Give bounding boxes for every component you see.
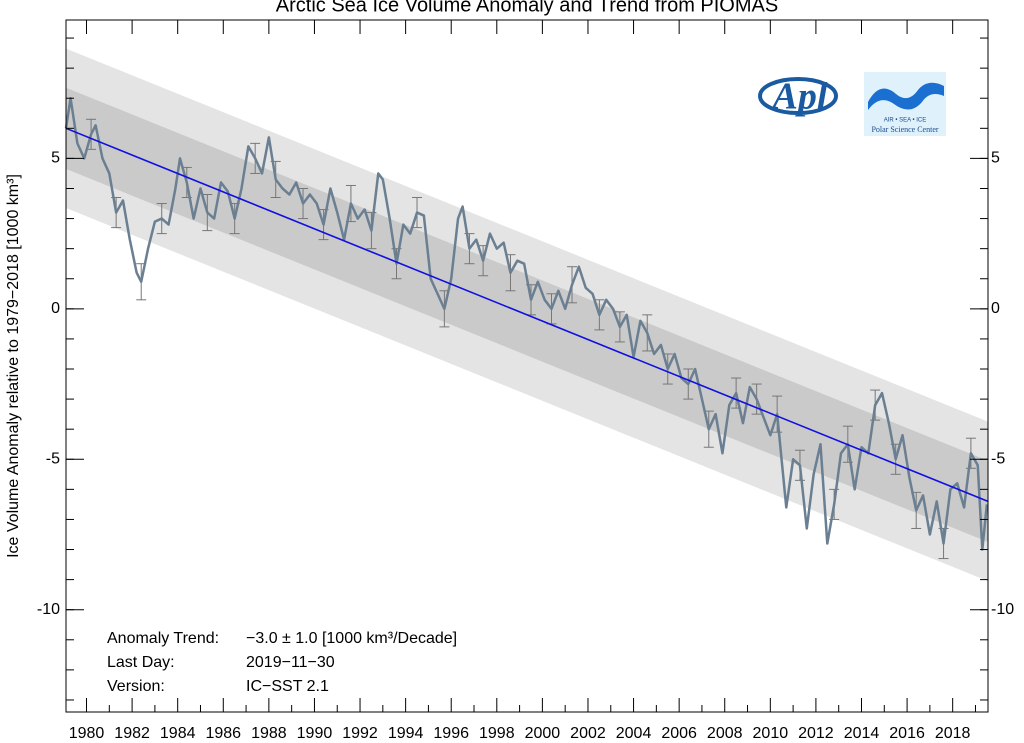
x-tick-label: 2004 bbox=[616, 725, 652, 742]
x-tick-label: 1986 bbox=[205, 725, 241, 742]
psc-logo: AIR • SEA • ICE Polar Science Center bbox=[864, 72, 946, 136]
x-tick-label: 2000 bbox=[525, 725, 561, 742]
x-tick-label: 2016 bbox=[889, 725, 925, 742]
trend-line bbox=[65, 127, 989, 503]
annotation: Version: bbox=[107, 678, 165, 695]
x-tick-label: 2006 bbox=[661, 725, 697, 742]
x-tick-label: 1992 bbox=[342, 725, 378, 742]
y-tick-label: 5 bbox=[51, 150, 60, 167]
x-tick-label: 2010 bbox=[753, 725, 789, 742]
annotation: Last Day: bbox=[107, 654, 175, 671]
x-tick-label: 2018 bbox=[935, 725, 971, 742]
x-tick-label: 1982 bbox=[114, 725, 150, 742]
y-tick-label: 0 bbox=[991, 300, 1000, 317]
x-tick-label: 2014 bbox=[844, 725, 880, 742]
y-tick-label: 5 bbox=[991, 150, 1000, 167]
apl-logo-text: Apl bbox=[771, 76, 828, 118]
x-tick-label: 1990 bbox=[297, 725, 333, 742]
x-tick-label: 1980 bbox=[69, 725, 105, 742]
y-tick-label: 0 bbox=[51, 300, 60, 317]
chart-title: Arctic Sea Ice Volume Anomaly and Trend … bbox=[276, 0, 778, 16]
x-tick-label: 1988 bbox=[251, 725, 287, 742]
logo-wave bbox=[868, 82, 944, 110]
series-line bbox=[64, 96, 989, 551]
annotation: −3.0 ± 1.0 [1000 km³/Decade] bbox=[246, 630, 457, 647]
logo-ring bbox=[758, 77, 838, 115]
plot bbox=[64, 19, 989, 713]
y-tick-label: -5 bbox=[46, 450, 60, 467]
logo-text: Polar Science Center bbox=[871, 125, 938, 134]
x-tick-label: 1996 bbox=[433, 725, 469, 742]
annotation: IC−SST 2.1 bbox=[246, 678, 329, 695]
apl-logo: Apl bbox=[758, 76, 838, 118]
x-tick-label: 2002 bbox=[570, 725, 606, 742]
x-tick-label: 2012 bbox=[798, 725, 834, 742]
x-tick-label: 2008 bbox=[707, 725, 743, 742]
x-tick-label: 1998 bbox=[479, 725, 515, 742]
y-tick-label: -10 bbox=[991, 601, 1014, 618]
y-tick-label: -10 bbox=[37, 601, 60, 618]
x-tick-label: 1984 bbox=[160, 725, 196, 742]
annotation: 2019−11−30 bbox=[246, 654, 335, 671]
annotation: Anomaly Trend: bbox=[107, 630, 219, 647]
plot-frame bbox=[65, 19, 989, 713]
y-axis-label: Ice Volume Anomaly relative to 1979−2018… bbox=[5, 174, 22, 558]
y-tick-label: -5 bbox=[991, 450, 1005, 467]
x-tick-label: 1994 bbox=[388, 725, 424, 742]
logo-text: AIR • SEA • ICE bbox=[884, 118, 927, 124]
